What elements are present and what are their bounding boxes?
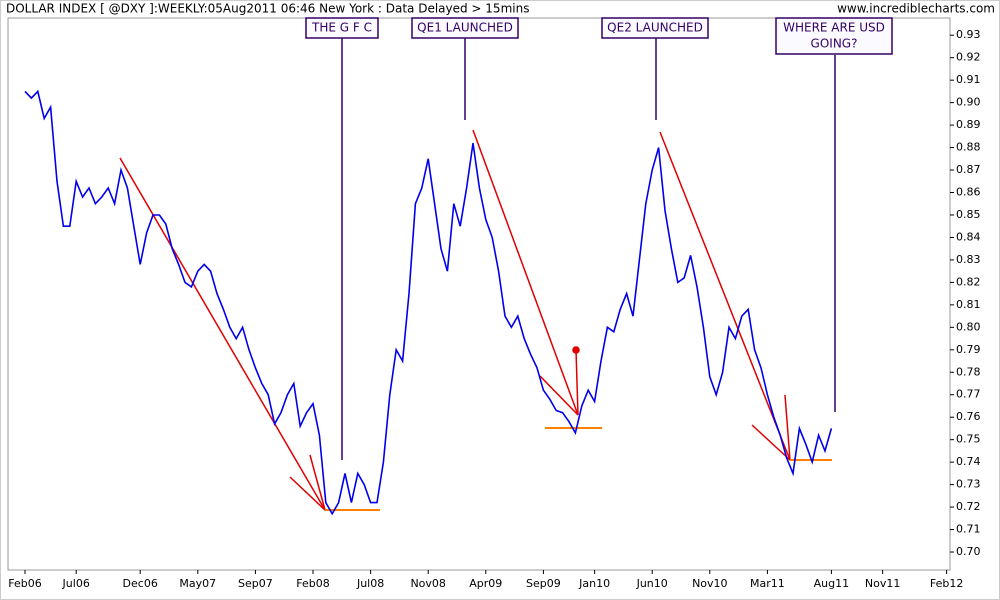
y-tick-label: 0.85 [956, 208, 981, 221]
y-tick-label: 0.81 [956, 298, 981, 311]
y-tick-label: 0.84 [956, 230, 981, 243]
y-tick-label: 0.74 [956, 455, 981, 468]
x-tick-label: Sep07 [238, 577, 273, 590]
x-tick-label: Feb12 [930, 577, 963, 590]
x-tick-label: Jul08 [356, 577, 384, 590]
x-tick-label: Nov11 [865, 577, 900, 590]
callout-lines [341, 38, 836, 460]
y-tick-label: 0.70 [956, 545, 981, 558]
x-tick-label: Aug11 [814, 577, 849, 590]
x-tick-label: Feb06 [8, 577, 41, 590]
y-tick-label: 0.87 [956, 163, 981, 176]
x-tick-label: Apr09 [469, 577, 502, 590]
x-tick-label: Sep09 [526, 577, 561, 590]
y-tick-label: 0.88 [956, 141, 981, 154]
y-tick-label: 0.91 [956, 73, 981, 86]
y-tick-label: 0.83 [956, 253, 981, 266]
x-tick-label: Jan10 [578, 577, 610, 590]
x-tick-label: Nov08 [410, 577, 445, 590]
y-tick-label: 0.71 [956, 523, 981, 536]
annotation: QE2 LAUNCHED [607, 21, 703, 35]
y-tick-label: 0.73 [956, 478, 981, 491]
x-tick-label: Mar11 [750, 577, 785, 590]
x-tick-label: Jun10 [636, 577, 668, 590]
y-tick-label: 0.77 [956, 388, 981, 401]
y-tick-label: 0.93 [956, 28, 981, 41]
y-tick-label: 0.86 [956, 186, 981, 199]
plot-area [7, 17, 951, 571]
trend-lines [119, 129, 791, 511]
annotation: QE1 LAUNCHED [417, 21, 513, 35]
y-tick-label: 0.76 [956, 410, 981, 423]
chart-title: DOLLAR INDEX [ @DXY ]:WEEKLY:05Aug2011 0… [6, 2, 529, 16]
watermark: www.incrediblecharts.com [837, 2, 995, 16]
x-tick-label: Jul06 [62, 577, 90, 590]
y-tick-label: 0.79 [956, 343, 981, 356]
y-tick-label: 0.82 [956, 275, 981, 288]
annotation: THE G F C [311, 21, 372, 35]
y-tick-label: 0.72 [956, 500, 981, 513]
y-tick-label: 0.89 [956, 118, 981, 131]
y-tick-label: 0.92 [956, 51, 981, 64]
y-tick-label: 0.78 [956, 365, 981, 378]
price-line [24, 89, 833, 516]
annotation: GOING? [811, 37, 858, 51]
x-tick-label: Nov10 [692, 577, 727, 590]
x-tick-label: Feb08 [296, 577, 329, 590]
x-tick-label: Dec06 [123, 577, 158, 590]
y-tick-label: 0.80 [956, 320, 981, 333]
x-tick-label: May07 [179, 577, 216, 590]
annotation: WHERE ARE USD [783, 21, 885, 35]
y-tick-label: 0.75 [956, 433, 981, 446]
callout-boxes [305, 17, 893, 55]
y-tick-label: 0.90 [956, 96, 981, 109]
